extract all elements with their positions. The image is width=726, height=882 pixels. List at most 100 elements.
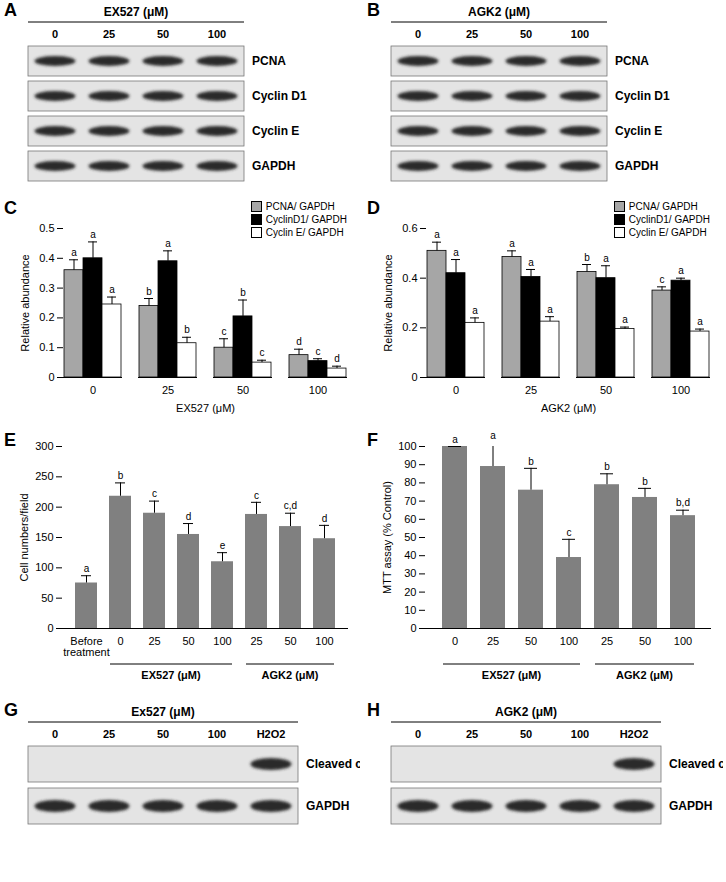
svg-text:Beforetreatment: Beforetreatment [63, 635, 109, 658]
svg-text:a: a [490, 430, 496, 441]
svg-text:100: 100 [672, 384, 690, 396]
svg-text:a: a [434, 229, 440, 240]
svg-text:25: 25 [466, 728, 478, 740]
svg-text:a: a [622, 314, 628, 325]
svg-text:50: 50 [404, 531, 416, 543]
svg-text:0: 0 [48, 371, 54, 383]
svg-text:Cleaved casp3: Cleaved casp3 [306, 757, 360, 771]
svg-text:d: d [322, 513, 328, 524]
svg-text:H2O2: H2O2 [620, 728, 649, 740]
svg-text:a: a [84, 563, 90, 574]
svg-text:c: c [222, 326, 227, 337]
svg-text:50: 50 [525, 635, 537, 647]
svg-text:a: a [453, 247, 459, 258]
svg-text:0.4: 0.4 [39, 252, 54, 264]
svg-text:c: c [254, 490, 259, 501]
svg-text:Cyclin E: Cyclin E [252, 124, 299, 138]
svg-text:AGK2 (μM): AGK2 (μM) [468, 5, 530, 19]
svg-text:50: 50 [639, 635, 651, 647]
svg-text:0: 0 [453, 384, 459, 396]
svg-text:a: a [109, 284, 115, 295]
svg-text:50: 50 [157, 28, 169, 40]
svg-text:b: b [528, 456, 534, 467]
svg-text:Cyclin D1: Cyclin D1 [252, 89, 307, 103]
svg-text:100: 100 [571, 728, 589, 740]
svg-text:300: 300 [35, 440, 53, 452]
svg-text:40: 40 [404, 549, 416, 561]
svg-text:0.6: 0.6 [402, 222, 417, 234]
svg-text:d: d [296, 336, 302, 347]
svg-text:a: a [697, 316, 703, 327]
svg-text:H2O2: H2O2 [257, 728, 286, 740]
svg-text:Cleaved casp3: Cleaved casp3 [669, 757, 723, 771]
svg-text:GAPDH: GAPDH [669, 799, 712, 813]
svg-text:0: 0 [47, 622, 53, 634]
svg-text:25: 25 [250, 635, 262, 647]
svg-text:d: d [334, 353, 340, 364]
svg-text:50: 50 [182, 635, 194, 647]
svg-text:Relative abundance: Relative abundance [19, 254, 31, 351]
svg-text:25: 25 [148, 635, 160, 647]
svg-text:0: 0 [90, 384, 96, 396]
svg-text:Relative abundance: Relative abundance [382, 254, 394, 351]
svg-text:c: c [660, 274, 665, 285]
svg-text:a: a [165, 238, 171, 249]
svg-text:b: b [146, 286, 152, 297]
svg-text:d: d [186, 511, 192, 522]
svg-text:AGK2 (μM): AGK2 (μM) [541, 402, 596, 414]
svg-text:100: 100 [315, 635, 333, 647]
svg-text:EX527 (μM): EX527 (μM) [141, 669, 201, 681]
svg-text:b: b [584, 252, 590, 263]
svg-text:30: 30 [404, 567, 416, 579]
svg-text:100: 100 [213, 635, 231, 647]
svg-text:GAPDH: GAPDH [252, 159, 295, 173]
svg-text:0.3: 0.3 [39, 282, 54, 294]
svg-text:50: 50 [600, 384, 612, 396]
svg-text:PCNA: PCNA [615, 54, 649, 68]
svg-text:25: 25 [103, 728, 115, 740]
svg-text:100: 100 [571, 28, 589, 40]
svg-text:a: a [678, 265, 684, 276]
svg-text:150: 150 [35, 531, 53, 543]
svg-text:0: 0 [415, 728, 421, 740]
svg-text:25: 25 [103, 28, 115, 40]
svg-text:Ex527 (μM): Ex527 (μM) [131, 705, 194, 719]
svg-text:0: 0 [452, 635, 458, 647]
svg-text:250: 250 [35, 470, 53, 482]
svg-text:100: 100 [208, 728, 226, 740]
svg-text:90: 90 [404, 458, 416, 470]
svg-text:100: 100 [35, 561, 53, 573]
svg-text:a: a [509, 238, 515, 249]
svg-text:a: a [603, 253, 609, 264]
svg-text:b: b [642, 476, 648, 487]
svg-text:c: c [152, 488, 157, 499]
svg-text:c: c [260, 347, 265, 358]
svg-text:c: c [567, 527, 572, 538]
svg-text:b: b [118, 470, 124, 481]
svg-text:0: 0 [415, 28, 421, 40]
svg-text:EX527 (μM): EX527 (μM) [176, 402, 235, 414]
svg-text:0.2: 0.2 [39, 311, 54, 323]
svg-text:0.5: 0.5 [39, 222, 54, 234]
svg-text:0: 0 [52, 728, 58, 740]
svg-text:50: 50 [41, 592, 53, 604]
svg-text:60: 60 [404, 513, 416, 525]
svg-text:b,d: b,d [676, 497, 690, 508]
svg-text:70: 70 [404, 495, 416, 507]
svg-text:50: 50 [157, 728, 169, 740]
svg-text:25: 25 [162, 384, 174, 396]
svg-text:50: 50 [284, 635, 296, 647]
svg-text:MTT assay (% Control): MTT assay (% Control) [381, 481, 393, 594]
svg-text:25: 25 [487, 635, 499, 647]
svg-text:b: b [604, 461, 610, 472]
svg-text:100: 100 [208, 28, 226, 40]
svg-text:200: 200 [35, 501, 53, 513]
svg-text:80: 80 [404, 476, 416, 488]
svg-text:a: a [528, 257, 534, 268]
svg-text:100: 100 [309, 384, 327, 396]
svg-text:100: 100 [674, 635, 692, 647]
svg-text:25: 25 [601, 635, 613, 647]
svg-text:PCNA: PCNA [252, 54, 286, 68]
svg-text:a: a [472, 305, 478, 316]
svg-text:b: b [184, 324, 190, 335]
